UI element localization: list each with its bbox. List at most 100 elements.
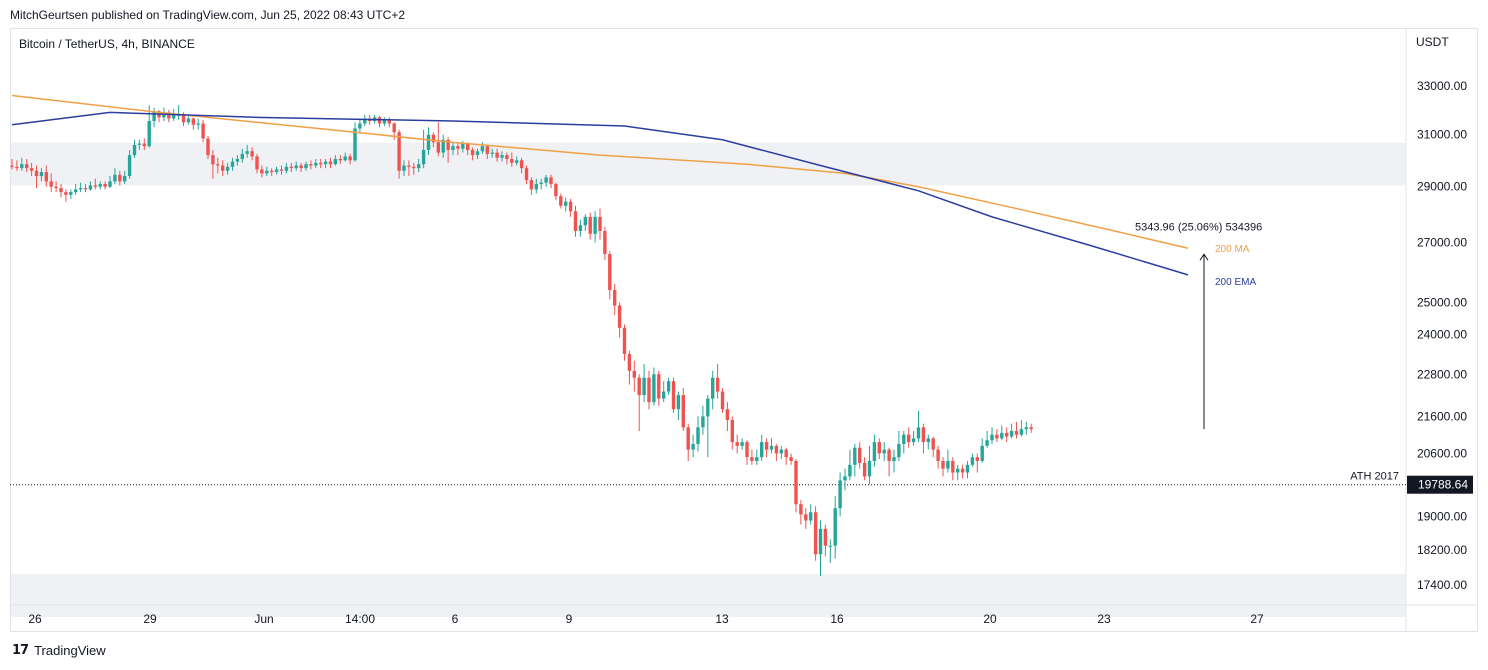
time-tick-label: 9 [566,612,573,626]
tradingview-logo-icon[interactable]: 17 [12,643,29,658]
candle-body [554,184,558,197]
candle-body [681,395,685,428]
candle-body [451,146,455,150]
candle-body [676,395,681,410]
price-tick-label: 22800.00 [1417,367,1467,381]
candle-body [774,445,779,454]
candle-body [647,377,651,403]
candle-body [34,170,39,177]
price-tick-label: 29000.00 [1417,180,1467,194]
candle-body [617,305,622,328]
candle-body [348,156,352,161]
candle-body [544,177,548,183]
candle-body [333,159,338,165]
candle-body [377,117,382,124]
price-chart[interactable]: Bitcoin / TetherUS, 4h, BINANCE USDT 33000… [0,0,1488,640]
candle-body [436,142,440,153]
candle-body [392,123,396,133]
price-tick-label: 24000.00 [1417,327,1467,341]
candle-body [456,146,460,149]
candle-body [230,161,235,167]
candle-body [211,155,215,165]
candle-body [426,134,431,150]
candle-body [64,192,68,195]
candle-body [799,504,803,515]
candle-body [833,508,837,546]
candle-body [363,118,367,124]
candle-body [686,427,690,450]
candle-body [931,438,935,450]
candle-body [813,512,818,555]
candle-body [1024,427,1028,430]
shaded-band-0 [11,142,1406,186]
candle-body [466,143,470,150]
candle-body [417,164,421,169]
candle-body [809,512,813,521]
candle-body [284,166,289,171]
candle-body [382,119,387,124]
ath-price-value: 19788.64 [1418,478,1468,492]
publisher-line: MitchGeurtsen published on TradingView.c… [10,8,406,22]
candle-body [946,460,950,469]
candle-body [990,434,994,441]
ath-label: ATH 2017 [1350,471,1399,483]
candle-body [666,381,671,392]
time-tick-label: 29 [143,612,157,626]
candle-body [706,398,710,417]
candle-body [995,434,999,439]
candle-body [495,152,499,158]
candle-body [25,164,29,169]
candle-body [907,434,911,443]
candle-body [755,457,759,461]
footer-brand[interactable]: TradingView [34,643,106,658]
candle-body [583,216,587,226]
candle-body [975,457,979,461]
candle-body [323,161,328,165]
time-tick-label: 6 [452,612,459,626]
price-tick-label: 33000.00 [1417,79,1467,93]
candle-body [83,188,88,190]
ath-price-tag [1407,475,1473,494]
candle-body [804,514,808,521]
price-tick-label: 25000.00 [1417,295,1467,309]
candle-body [848,464,852,477]
candle-body [294,165,298,169]
candle-body [191,118,195,125]
candle-body [657,374,661,399]
candle-body [578,225,583,231]
candle-body [926,438,930,443]
candle-body [1014,430,1019,435]
candle-body [965,464,970,473]
candle-body [88,185,93,190]
candle-body [867,460,872,477]
price-tick-label: 21600.00 [1417,409,1467,423]
candle-body [828,545,832,547]
time-tick-label: 14:00 [345,612,375,626]
candle-body [490,152,494,154]
candle-body [240,153,244,160]
candle-body [853,447,857,465]
candle-body [559,196,563,206]
candle-body [534,184,538,190]
candle-body [1000,432,1004,439]
candle-body [475,151,480,156]
candle-body [245,151,249,154]
candle-body [98,184,102,187]
candle-body [265,170,269,174]
candle-body [838,480,842,509]
candle-body [985,440,989,446]
candle-body [662,391,666,399]
candle-body [608,254,612,291]
candle-body [69,192,73,195]
ema-200-line [11,111,1189,276]
candle-body [652,374,656,403]
candle-body [137,143,142,145]
candle-body [309,164,313,166]
candle-body [255,156,259,170]
candle-body [784,449,788,458]
candle-body [622,327,627,355]
candle-body [519,160,524,169]
candle-body [745,442,749,458]
candle-body [260,169,264,174]
candle-body [402,165,406,171]
